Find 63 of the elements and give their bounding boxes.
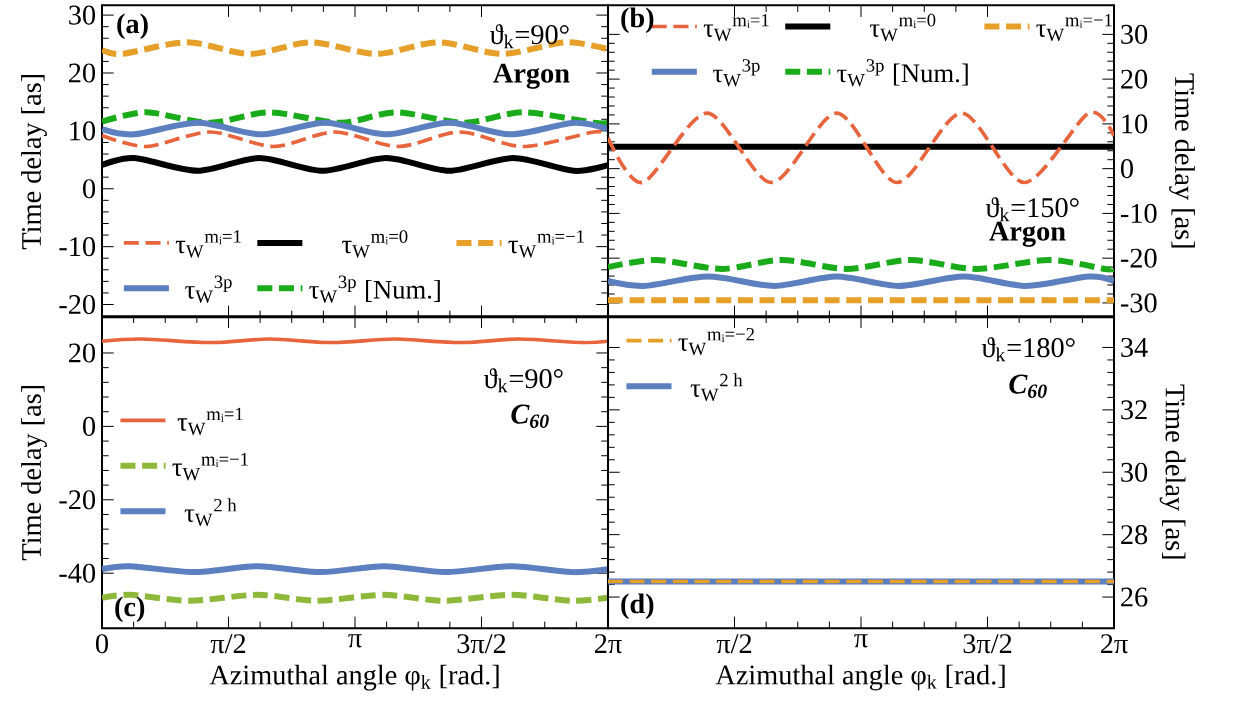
y-tick-label: 34 — [1121, 337, 1148, 357]
legend-label: τ$_{W}$3p — [185, 275, 232, 303]
y-axis-title: Time delay [as] — [21, 74, 47, 250]
y-tick-label: -20 — [59, 490, 96, 510]
x-tick-label: π — [348, 634, 362, 648]
x-axis-title: Azimuthal angle φ$_{k}$ [rad.] — [209, 664, 499, 691]
legend-label: τ$_{W}$3p — [713, 59, 760, 87]
annotation: (b) — [621, 7, 654, 33]
y-tick-label: -40 — [59, 563, 96, 583]
x-tick-label: 2π — [595, 634, 622, 654]
y-axis-title: Time delay [as] — [1169, 73, 1195, 248]
y-tick-label: 0 — [83, 179, 96, 199]
legend-label: τ$_{W}$mᵢ=1 — [703, 13, 769, 42]
y-tick-label: 28 — [1121, 524, 1148, 545]
y-tick-label: 10 — [70, 121, 96, 141]
x-tick-label: 2π — [1101, 634, 1128, 654]
annotation: ϑ$_{k}$=180° — [981, 337, 1075, 362]
legend-label: τ$_{W}$mᵢ=1 — [175, 230, 241, 258]
y-tick-label: 20 — [1121, 69, 1148, 89]
annotation: (a) — [117, 13, 148, 39]
y-tick-label: 0 — [1120, 158, 1133, 179]
annotation: C$_{60}$ — [511, 404, 549, 428]
y-tick-label: -20 — [59, 294, 96, 314]
legend-label: τ$_{W}$mᵢ=−1 — [508, 230, 584, 258]
annotation: C$_{60}$ — [1009, 374, 1047, 398]
y-tick-label: -30 — [1120, 293, 1157, 313]
y-tick-label: 10 — [1122, 114, 1148, 134]
y-tick-label: 20 — [69, 63, 96, 83]
y-tick-label: 32 — [1121, 400, 1147, 420]
x-tick-label: 3π/2 — [963, 634, 1012, 654]
annotation: Argon — [493, 63, 570, 89]
legend-label: τ$_{W}$2 h — [184, 498, 237, 527]
x-tick-label: 3π/2 — [457, 634, 506, 654]
y-tick-label: 30 — [1121, 462, 1148, 482]
y-tick-label: -10 — [1120, 203, 1157, 223]
annotation: ϑ$_{k}$=150° — [985, 197, 1079, 222]
y-tick-label: -10 — [59, 236, 96, 257]
legend-label: τ$_{W}$mᵢ=−1 — [172, 452, 248, 481]
y-tick-label: 26 — [1121, 587, 1148, 607]
legend-label: τ$_{W}$$^{3p}$ [Num.] — [837, 59, 968, 87]
legend-label: τ$_{W}$mᵢ=0 — [870, 13, 936, 42]
legend-label: τ$_{W}$mᵢ=−2 — [678, 327, 754, 356]
y-tick-label: 20 — [69, 343, 96, 363]
legend-label: τ$_{W}$mᵢ=−1 — [1036, 13, 1112, 42]
annotation: (d) — [621, 593, 654, 619]
y-tick-label: 0 — [83, 416, 96, 436]
legend-label: τ$_{W}$2 h — [690, 373, 743, 402]
legend-label: τ$_{W}$$^{3p}$ [Num.] — [309, 275, 440, 303]
x-tick-label: π — [854, 634, 868, 648]
y-tick-label: -20 — [1120, 248, 1157, 268]
y-axis-title: Time delay [as] — [1159, 384, 1186, 559]
annotation: (c) — [115, 596, 145, 622]
legend-label: τ$_{W}$mᵢ=1 — [177, 407, 243, 436]
legend-label: τ$_{W}$mᵢ=0 — [342, 230, 408, 258]
x-tick-label: π/2 — [716, 634, 752, 654]
y-tick-label: 30 — [1121, 24, 1148, 44]
y-tick-label: 30 — [69, 5, 96, 25]
y-axis-title: Time delay [as] — [21, 385, 47, 561]
x-tick-label: π/2 — [210, 634, 246, 654]
x-axis-title: Azimuthal angle φ$_{k}$ [rad.] — [715, 664, 1005, 691]
annotation: ϑ$_{k}$=90° — [489, 24, 569, 49]
annotation: ϑ$_{k}$=90° — [483, 368, 563, 393]
annotation: Argon — [989, 221, 1066, 247]
